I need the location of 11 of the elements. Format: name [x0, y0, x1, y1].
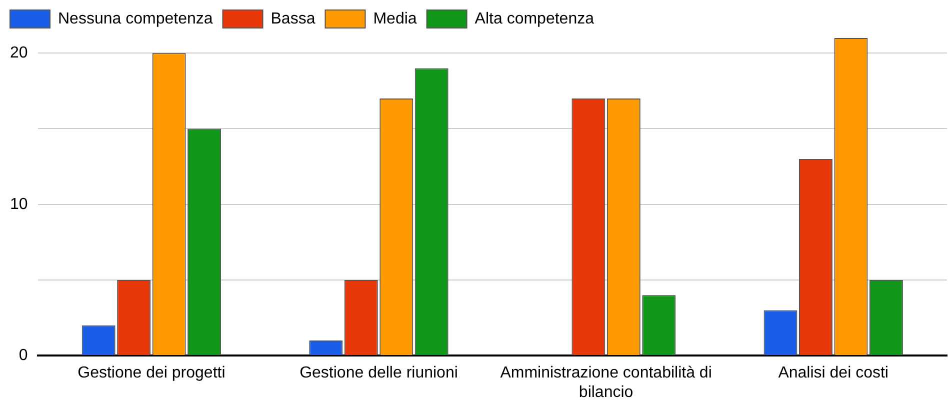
x-tick-label: Analisi dei costi	[778, 364, 888, 382]
y-tick-label: 10	[10, 196, 28, 213]
x-tick-label: Gestione delle riunioni	[300, 364, 458, 382]
legend-label: Bassa	[270, 10, 316, 28]
x-tick-label: Amministrazione contabilità di bilancio	[500, 364, 712, 401]
legend-label: Alta competenza	[474, 10, 594, 28]
y-tick-label: 20	[10, 44, 28, 62]
legend-label: Media	[373, 10, 417, 28]
x-tick-label: Gestione dei progetti	[78, 364, 226, 382]
y-tick-label: 0	[18, 347, 28, 364]
legend-label: Nessuna competenza	[58, 10, 213, 28]
